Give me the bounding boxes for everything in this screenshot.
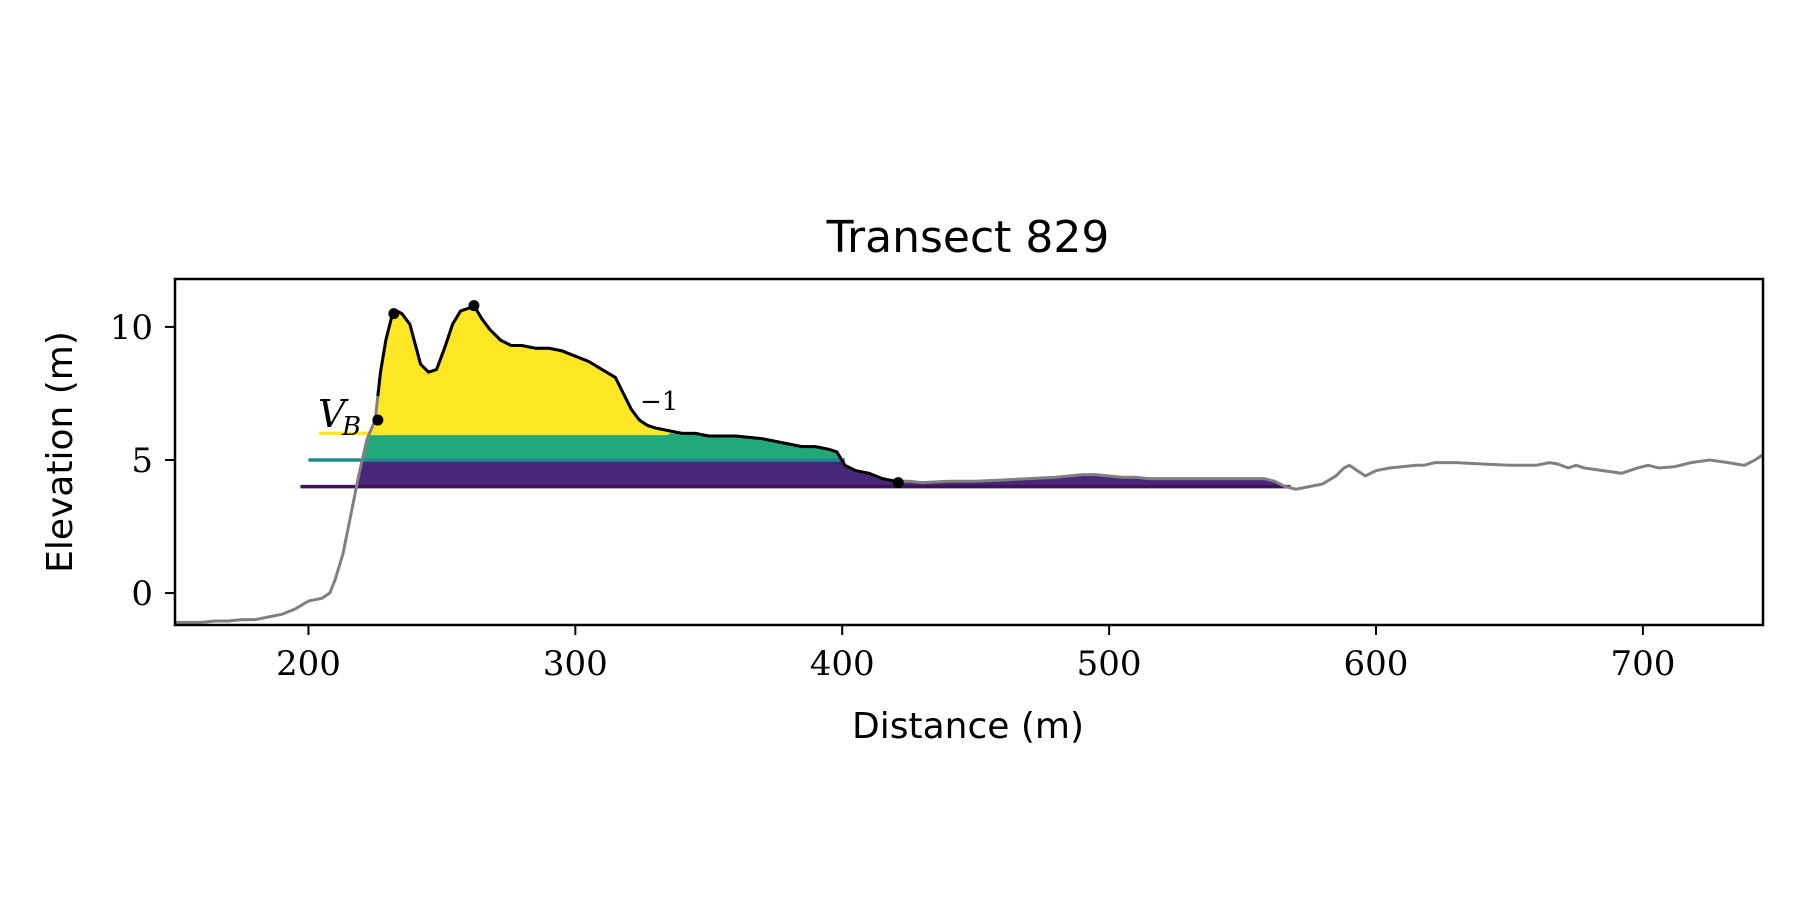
level-lines [300,431,1291,489]
minus-one-annotation: −1 [640,387,678,417]
x-tick-label-200: 200 [276,644,341,684]
y-tick-label-0: 0 [131,574,153,614]
vb-annotation: V B [318,392,361,442]
y-tick-label-5: 5 [131,441,153,481]
x-axis-ticks: 200 300 400 500 600 700 [276,625,1675,684]
x-axis-label: Distance (m) [852,706,1084,747]
key-point-1 [372,414,384,426]
y-axis-ticks: 0 5 10 [110,308,175,614]
chart-title: Transect 829 [826,212,1110,263]
x-tick-label-700: 700 [1610,644,1675,684]
x-tick-label-300: 300 [543,644,608,684]
fill-layers [345,305,1291,487]
plot-frame [173,277,1765,627]
vb-annotation-main: V [318,392,349,436]
key-point-2 [388,308,400,320]
y-axis-label: Elevation (m) [40,331,81,573]
y-tick-label-10: 10 [110,308,153,348]
key-point-4 [892,477,904,489]
x-tick-label-500: 500 [1077,644,1142,684]
vb-annotation-subscript: B [341,412,361,442]
x-tick-label-600: 600 [1344,644,1409,684]
fill-above-level-high [345,305,1291,434]
key-point-3 [468,300,480,312]
fill-band-low [345,459,1291,487]
plot-area [175,300,1763,624]
dune-outline-line [376,303,899,483]
key-points [372,300,904,489]
fill-band-mid [345,433,1291,460]
x-tick-label-400: 400 [810,644,875,684]
